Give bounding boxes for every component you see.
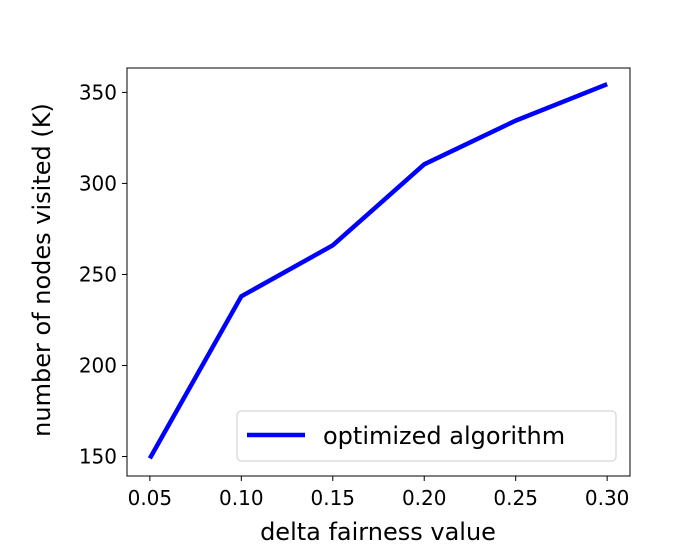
series-line [147,82,608,460]
x-tick-label: 0.05 [128,486,173,510]
x-tick-label: 0.30 [585,486,630,510]
legend-frame [236,410,617,462]
y-axis-label: number of nodes visited (K) [28,103,56,437]
x-tick-label: 0.10 [219,486,264,510]
y-tick-label: 200 [79,353,117,377]
y-tick-label: 150 [79,445,117,469]
x-axis-label: delta fairness value [260,518,496,546]
series-layer [147,82,608,460]
x-tick-label: 0.20 [402,486,447,510]
legend-label: optimized algorithm [323,422,565,450]
y-tick-label: 350 [79,80,117,104]
axes-frame [126,67,631,477]
x-tick-label: 0.25 [493,486,538,510]
y-tick-label: 250 [79,262,117,286]
x-axis-ticks: 0.05 0.10 0.15 0.20 0.25 0.30 [128,476,630,510]
y-axis-ticks: 150 200 250 300 350 [79,80,127,469]
legend: optimized algorithm [236,410,617,462]
y-tick-label: 300 [79,171,117,195]
x-tick-label: 0.15 [311,486,356,510]
